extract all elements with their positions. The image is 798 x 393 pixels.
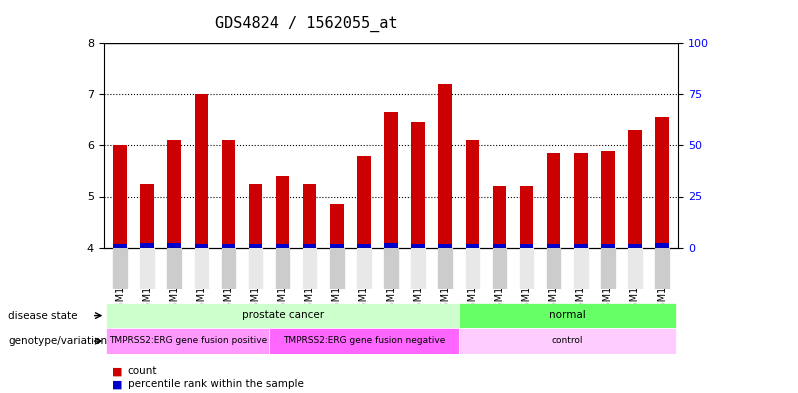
Bar	[330, 244, 344, 248]
Bar	[168, 243, 181, 248]
Bar	[465, 140, 479, 248]
Bar	[249, 184, 263, 248]
Text: count: count	[128, 366, 157, 376]
Bar	[547, 153, 560, 248]
Bar	[113, 244, 127, 248]
Bar	[628, 244, 642, 248]
Bar	[140, 184, 154, 248]
Bar	[106, 328, 269, 354]
Bar	[655, 243, 669, 248]
Bar	[330, 248, 344, 289]
Bar	[113, 248, 127, 289]
Text: percentile rank within the sample: percentile rank within the sample	[128, 379, 303, 389]
Bar	[140, 243, 154, 248]
Bar	[358, 244, 371, 248]
Bar	[195, 94, 208, 248]
Bar	[106, 303, 459, 328]
Bar	[465, 248, 479, 289]
Bar	[547, 248, 560, 289]
Bar	[601, 151, 614, 248]
Text: disease state: disease state	[8, 310, 77, 321]
Bar	[385, 248, 397, 289]
Bar	[276, 248, 290, 289]
Bar	[249, 244, 263, 248]
Bar	[411, 122, 425, 248]
Bar	[459, 328, 676, 354]
Bar	[465, 244, 479, 248]
Bar	[303, 248, 317, 289]
Bar	[601, 248, 614, 289]
Bar	[303, 184, 317, 248]
Bar	[459, 303, 676, 328]
Bar	[303, 244, 317, 248]
Bar	[411, 244, 425, 248]
Bar	[222, 244, 235, 248]
Bar	[358, 156, 371, 248]
Bar	[574, 244, 587, 248]
Bar	[492, 248, 506, 289]
Bar	[547, 244, 560, 248]
Bar	[168, 248, 181, 289]
Bar	[628, 130, 642, 248]
Bar	[601, 244, 614, 248]
Bar	[492, 244, 506, 248]
Bar	[438, 244, 452, 248]
Bar	[655, 248, 669, 289]
Bar	[113, 145, 127, 248]
Bar	[519, 248, 533, 289]
Bar	[385, 112, 397, 248]
Bar	[411, 248, 425, 289]
Bar	[574, 153, 587, 248]
Text: TMPRSS2:ERG gene fusion negative: TMPRSS2:ERG gene fusion negative	[282, 336, 445, 345]
Bar	[222, 140, 235, 248]
Text: normal: normal	[549, 310, 586, 320]
Text: prostate cancer: prostate cancer	[242, 310, 324, 320]
Text: genotype/variation: genotype/variation	[8, 336, 107, 346]
Bar	[222, 248, 235, 289]
Bar	[438, 84, 452, 248]
Bar	[655, 118, 669, 248]
Bar	[269, 328, 459, 354]
Bar	[574, 248, 587, 289]
Bar	[330, 204, 344, 248]
Text: control: control	[551, 336, 583, 345]
Bar	[195, 248, 208, 289]
Bar	[519, 244, 533, 248]
Bar	[276, 176, 290, 248]
Bar	[140, 248, 154, 289]
Bar	[519, 186, 533, 248]
Text: TMPRSS2:ERG gene fusion positive: TMPRSS2:ERG gene fusion positive	[109, 336, 267, 345]
Text: ■: ■	[112, 366, 122, 376]
Bar	[628, 248, 642, 289]
Bar	[492, 186, 506, 248]
Bar	[168, 140, 181, 248]
Bar	[276, 244, 290, 248]
Bar	[195, 244, 208, 248]
Bar	[358, 248, 371, 289]
Bar	[385, 243, 397, 248]
Bar	[249, 248, 263, 289]
Text: GDS4824 / 1562055_at: GDS4824 / 1562055_at	[215, 16, 398, 32]
Bar	[438, 248, 452, 289]
Text: ■: ■	[112, 379, 122, 389]
